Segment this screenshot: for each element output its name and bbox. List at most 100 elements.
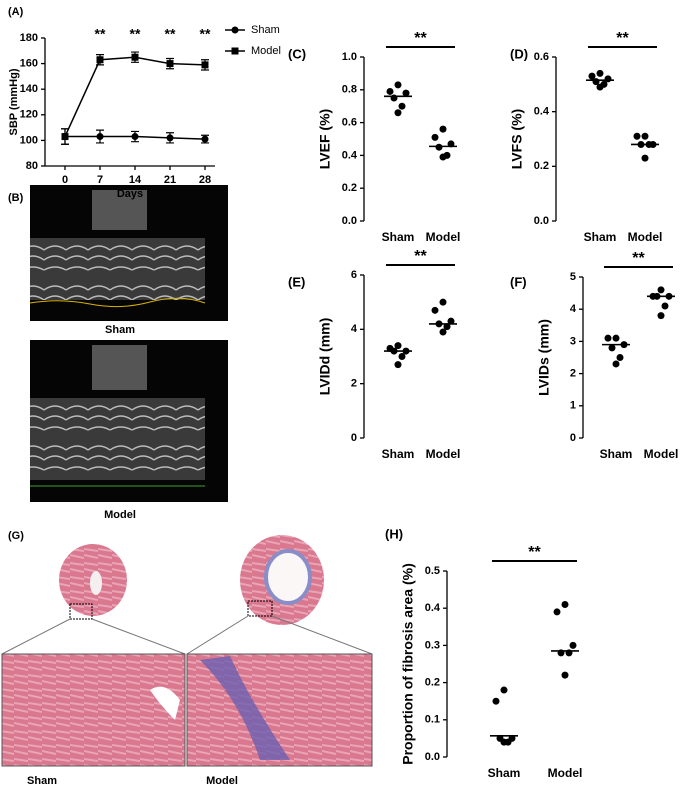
data-point (588, 72, 596, 80)
x-tick-label: 0 (62, 174, 68, 186)
x-tick-label: 21 (164, 174, 176, 186)
data-point (447, 317, 455, 325)
data-point (447, 140, 455, 148)
y-tick-label: 180 (20, 32, 38, 44)
y-tick-label: 160 (20, 58, 38, 70)
x-tick-label: Model (628, 230, 663, 244)
data-point (390, 94, 398, 102)
legend-marker (231, 26, 239, 34)
y-tick-label: 0.0 (425, 751, 440, 763)
panel-label: (B) (8, 192, 24, 204)
data-point (633, 132, 641, 140)
data-point (394, 81, 402, 89)
annotation: ** (165, 26, 176, 42)
x-tick-label: Sham (600, 447, 633, 461)
y-axis-label: LVEF (%) (317, 109, 333, 169)
annotation: ** (130, 26, 141, 42)
y-tick-label: 3 (570, 335, 576, 347)
panel-label: (F) (510, 274, 527, 289)
data-point (131, 133, 139, 141)
data-point (653, 292, 661, 300)
data-point (616, 354, 624, 361)
y-tick-label: 0.6 (534, 51, 549, 63)
panel-label: (A) (8, 6, 24, 18)
y-tick-label: 140 (20, 83, 38, 95)
y-tick-label: 0.1 (425, 714, 440, 726)
data-point (657, 312, 665, 320)
y-tick-label: 80 (26, 160, 38, 172)
histology-panel: (G) Sham Model (1, 530, 373, 787)
data-point (645, 140, 653, 148)
y-tick-label: 4 (570, 303, 577, 315)
data-point (394, 109, 402, 117)
y-tick-label: 0.6 (342, 117, 357, 129)
y-tick-label: 2 (570, 368, 576, 380)
legend-label: Sham (251, 24, 280, 36)
data-point (131, 53, 139, 61)
image-caption: Model (206, 775, 238, 787)
panel-label: (G) (8, 530, 24, 542)
significance-label: ** (414, 30, 427, 47)
y-tick-label: 120 (20, 109, 38, 121)
image-caption: Sham (105, 324, 135, 336)
y-axis-label: Proportion of fibrosis area (%) (400, 563, 416, 764)
data-point (557, 649, 565, 657)
y-tick-label: 0.2 (425, 677, 440, 689)
y-tick-label: 1 (570, 400, 576, 412)
legend-marker (231, 47, 239, 55)
data-point (612, 360, 620, 368)
annotation: ** (95, 26, 106, 42)
data-point (439, 328, 447, 336)
y-tick-label: 0.0 (534, 215, 549, 227)
significance-label: ** (616, 30, 629, 47)
data-point (553, 608, 561, 616)
data-point (166, 60, 174, 68)
data-point (596, 69, 604, 77)
data-point (435, 143, 443, 151)
y-tick-label: 0.2 (534, 160, 549, 172)
x-tick-label: 28 (199, 174, 211, 186)
data-point (561, 600, 569, 608)
x-tick-label: Model (644, 447, 679, 461)
data-point (61, 133, 69, 141)
data-point (96, 56, 104, 64)
data-point (661, 302, 669, 310)
data-point (435, 320, 443, 328)
y-tick-label: 2 (351, 378, 357, 390)
y-tick-label: 0.4 (342, 149, 358, 161)
data-point (492, 697, 500, 705)
data-point (402, 89, 410, 97)
y-tick-label: 1.0 (342, 51, 357, 63)
data-point (394, 342, 402, 350)
data-point (398, 353, 406, 360)
significance-label: ** (414, 248, 427, 265)
data-point (604, 334, 612, 342)
significance-label: ** (632, 250, 645, 267)
data-point (390, 347, 398, 355)
y-tick-label: 0 (570, 432, 576, 444)
data-point (398, 102, 406, 110)
panel-label: (H) (385, 526, 403, 541)
data-point (608, 344, 616, 352)
y-tick-label: 0.0 (342, 215, 357, 227)
x-tick-label: Model (426, 447, 461, 461)
y-axis-label: SBP (mmHg) (8, 68, 20, 135)
data-point (394, 361, 402, 369)
data-point (637, 140, 645, 148)
y-axis-label: LVIDs (mm) (536, 319, 552, 396)
y-tick-label: 6 (351, 269, 357, 281)
panel-label: (C) (288, 46, 306, 61)
y-tick-label: 0.2 (342, 182, 357, 194)
y-tick-label: 5 (570, 271, 576, 283)
data-point (439, 298, 447, 306)
y-axis-label: LVFS (%) (509, 109, 525, 169)
significance-label: ** (528, 544, 541, 561)
data-point (569, 641, 577, 649)
data-point (386, 87, 394, 95)
x-tick-label: Sham (488, 766, 521, 780)
data-point (596, 83, 604, 91)
x-tick-label: 7 (97, 174, 103, 186)
y-tick-label: 0.3 (425, 639, 440, 651)
data-point (402, 347, 410, 355)
